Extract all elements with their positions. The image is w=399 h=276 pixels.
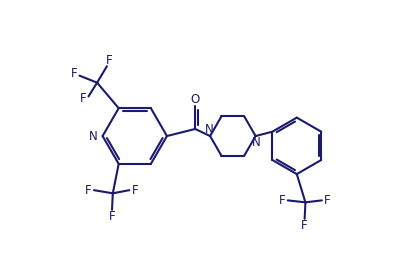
Text: N: N — [89, 129, 97, 142]
Text: F: F — [279, 194, 286, 207]
Text: F: F — [131, 184, 138, 197]
Text: F: F — [106, 54, 113, 67]
Text: F: F — [71, 67, 77, 80]
Text: F: F — [109, 210, 115, 223]
Text: N: N — [252, 136, 261, 149]
Text: F: F — [80, 92, 86, 105]
Text: O: O — [191, 93, 200, 106]
Text: F: F — [301, 219, 308, 232]
Text: N: N — [205, 123, 214, 136]
Text: F: F — [324, 194, 331, 207]
Text: F: F — [85, 184, 92, 197]
